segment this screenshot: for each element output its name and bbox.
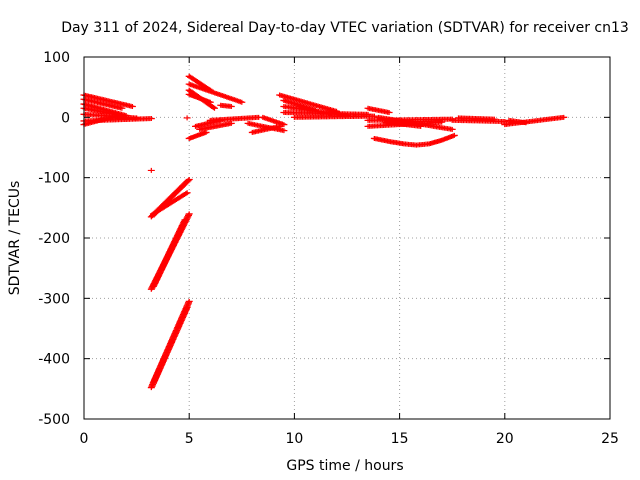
- x-axis-label: GPS time / hours: [286, 458, 403, 474]
- data-point-markers: [149, 304, 191, 386]
- x-tick-label: 15: [391, 431, 409, 447]
- y-tick-label: -400: [38, 352, 70, 368]
- data-series-curve: [370, 132, 458, 148]
- x-tick-labels: 0 5 10 15 20 25: [80, 431, 619, 447]
- y-tick-label: 100: [43, 50, 70, 66]
- data-point-markers: [149, 217, 189, 289]
- y-tick-labels: -500 -400 -300 -200 -100 0 100: [38, 50, 70, 428]
- data-series-arc: [259, 114, 288, 128]
- data-point-markers: [149, 190, 191, 217]
- data-series-arc: [149, 304, 191, 386]
- data-series-arc: [455, 115, 498, 122]
- data-point-markers: [364, 105, 393, 116]
- data-series-arc: [276, 92, 340, 114]
- data-series-arc: [217, 102, 235, 109]
- y-tick-label: -300: [38, 291, 70, 307]
- x-tick-label: 0: [80, 431, 89, 447]
- data-point: [147, 167, 155, 173]
- data-series-arc: [185, 129, 210, 141]
- y-tick-label: 0: [61, 110, 70, 126]
- data-series-arc: [149, 217, 189, 289]
- data-point-markers: [455, 115, 498, 122]
- tick-marks: [83, 56, 611, 420]
- data-point-markers: [185, 129, 210, 141]
- data-point-markers: [206, 114, 263, 123]
- data-point-markers: [185, 91, 214, 105]
- y-tick-label: -200: [38, 231, 70, 247]
- data-point-markers: [290, 113, 378, 120]
- data-series-arc: [364, 105, 393, 116]
- data-series-arc: [505, 117, 530, 126]
- data-point-markers: [248, 123, 284, 135]
- data-point-markers: [217, 102, 235, 109]
- y-tick-label: -500: [38, 412, 70, 428]
- data-series-arc: [185, 91, 214, 105]
- y-tick-label: -100: [38, 171, 70, 187]
- y-axis-label: SDTVAR / TECUs: [7, 181, 23, 296]
- data-series-arc: [381, 119, 425, 129]
- data-point-markers: [276, 92, 340, 114]
- data-point-markers: [370, 132, 458, 148]
- chart-title: Day 311 of 2024, Sidereal Day-to-day VTE…: [61, 20, 629, 36]
- x-tick-label: 20: [496, 431, 514, 447]
- data-series-arc: [149, 190, 191, 217]
- data-series-arc: [206, 114, 263, 123]
- data-series-arc: [185, 81, 246, 105]
- data-series-arc: [290, 113, 378, 120]
- data-point-markers: [505, 117, 530, 126]
- data-point-markers: [196, 120, 235, 132]
- x-tick-label: 5: [185, 431, 194, 447]
- plot-area: [80, 73, 568, 391]
- x-tick-label: 10: [285, 431, 303, 447]
- data-series-arc: [196, 120, 235, 132]
- data-point-markers: [185, 81, 246, 105]
- data-point: [183, 115, 191, 121]
- data-point-markers: [381, 119, 425, 129]
- data-series-arc: [248, 123, 284, 135]
- x-tick-label: 25: [601, 431, 619, 447]
- data-point-markers: [259, 114, 288, 128]
